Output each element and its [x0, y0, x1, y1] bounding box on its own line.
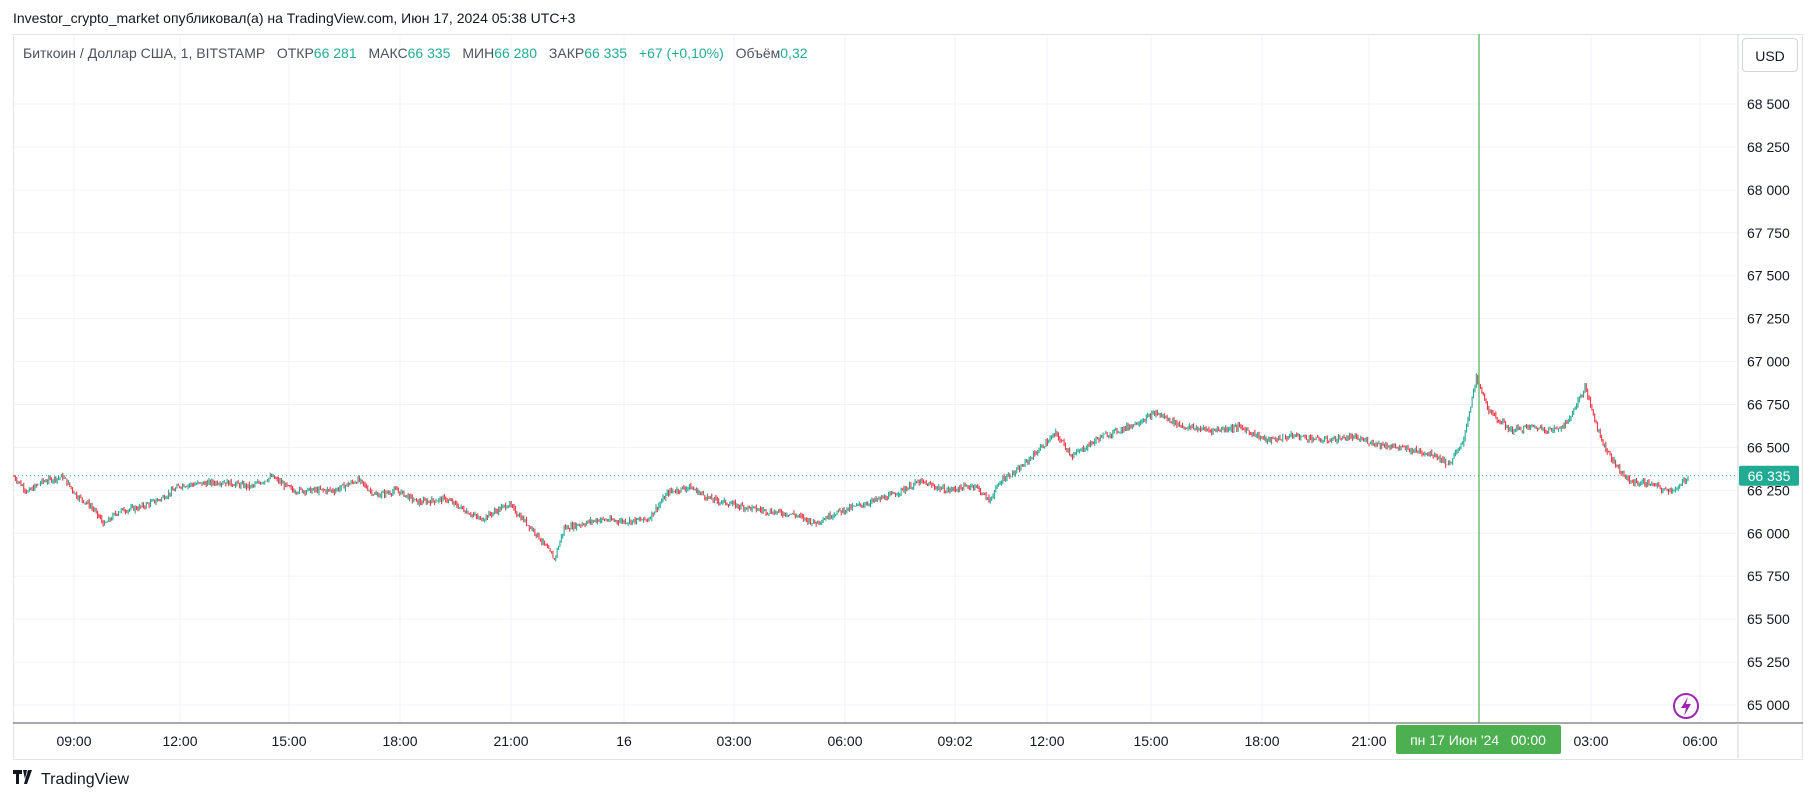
- volume-label: Объём: [735, 45, 781, 61]
- y-tick-label: 65 750: [1747, 568, 1790, 584]
- change-value: +67 (+0,10%): [638, 45, 724, 61]
- currency-button[interactable]: USD: [1742, 38, 1798, 72]
- x-tick-label: 09:00: [56, 733, 91, 749]
- last-price-tag: [1739, 465, 1799, 486]
- x-tick-label: 15:00: [271, 733, 306, 749]
- symbol-title[interactable]: Биткоин / Доллар США, 1, BITSTAMP: [23, 45, 265, 61]
- y-tick-label: 66 250: [1747, 482, 1790, 498]
- last-price-label: 66 335: [1748, 468, 1791, 484]
- publish-info: Investor_crypto_market опубликовал(а) на…: [13, 10, 576, 26]
- footer-brand-label: TradingView: [41, 770, 130, 788]
- y-tick-label: 66 500: [1747, 439, 1790, 455]
- footer-brand[interactable]: TradingView: [13, 770, 129, 789]
- close-label: ЗАКР: [548, 45, 585, 61]
- open-label: ОТКР: [276, 45, 314, 61]
- ohlc-legend: Биткоин / Доллар США, 1, BITSTAMP ОТКР66…: [23, 45, 808, 61]
- y-tick-label: 66 000: [1747, 525, 1790, 541]
- x-tick-label: 12:00: [162, 733, 197, 749]
- y-tick-label: 67 250: [1747, 311, 1790, 327]
- crosshair-time-label: пн 17 Июн '24 00:00: [1410, 732, 1546, 748]
- y-tick-label: 65 500: [1747, 611, 1790, 627]
- low-value: 66 280: [494, 45, 538, 61]
- y-tick-label: 67 750: [1747, 225, 1790, 241]
- volume-value: 0,32: [780, 45, 808, 61]
- y-tick-label: 68 250: [1747, 139, 1790, 155]
- x-tick-label: 18:00: [1244, 733, 1279, 749]
- x-tick-label: 15:00: [1133, 733, 1168, 749]
- x-tick-label: 03:00: [1573, 733, 1608, 749]
- y-tick-label: 67 500: [1747, 268, 1790, 284]
- low-label: МИН: [462, 45, 495, 61]
- crosshair-time-tag: [1396, 725, 1561, 754]
- x-tick-label: 21:00: [493, 733, 528, 749]
- x-tick-label: 03:00: [716, 733, 751, 749]
- candles: [13, 373, 1689, 562]
- x-tick-label: 16: [616, 733, 632, 749]
- x-tick-label: 12:00: [1029, 733, 1064, 749]
- x-tick-label: 18:00: [382, 733, 417, 749]
- x-tick-label: 06:00: [827, 733, 862, 749]
- y-tick-label: 66 750: [1747, 397, 1790, 413]
- x-tick-label: 21:00: [1351, 733, 1386, 749]
- y-tick-label: 67 000: [1747, 354, 1790, 370]
- y-tick-label: 68 500: [1747, 96, 1790, 112]
- x-tick-label: 09:02: [937, 733, 972, 749]
- tradingview-logo-icon: [13, 770, 35, 789]
- close-value: 66 335: [584, 45, 628, 61]
- y-tick-label: 65 000: [1747, 697, 1790, 713]
- y-tick-label: 65 250: [1747, 654, 1790, 670]
- high-label: МАКС: [368, 45, 408, 61]
- chart-frame: [13, 34, 1803, 760]
- high-value: 66 335: [407, 45, 451, 61]
- open-value: 66 281: [313, 45, 357, 61]
- lightning-alert-icon[interactable]: [1673, 693, 1699, 719]
- x-tick-label: 06:00: [1682, 733, 1717, 749]
- y-tick-label: 68 000: [1747, 182, 1790, 198]
